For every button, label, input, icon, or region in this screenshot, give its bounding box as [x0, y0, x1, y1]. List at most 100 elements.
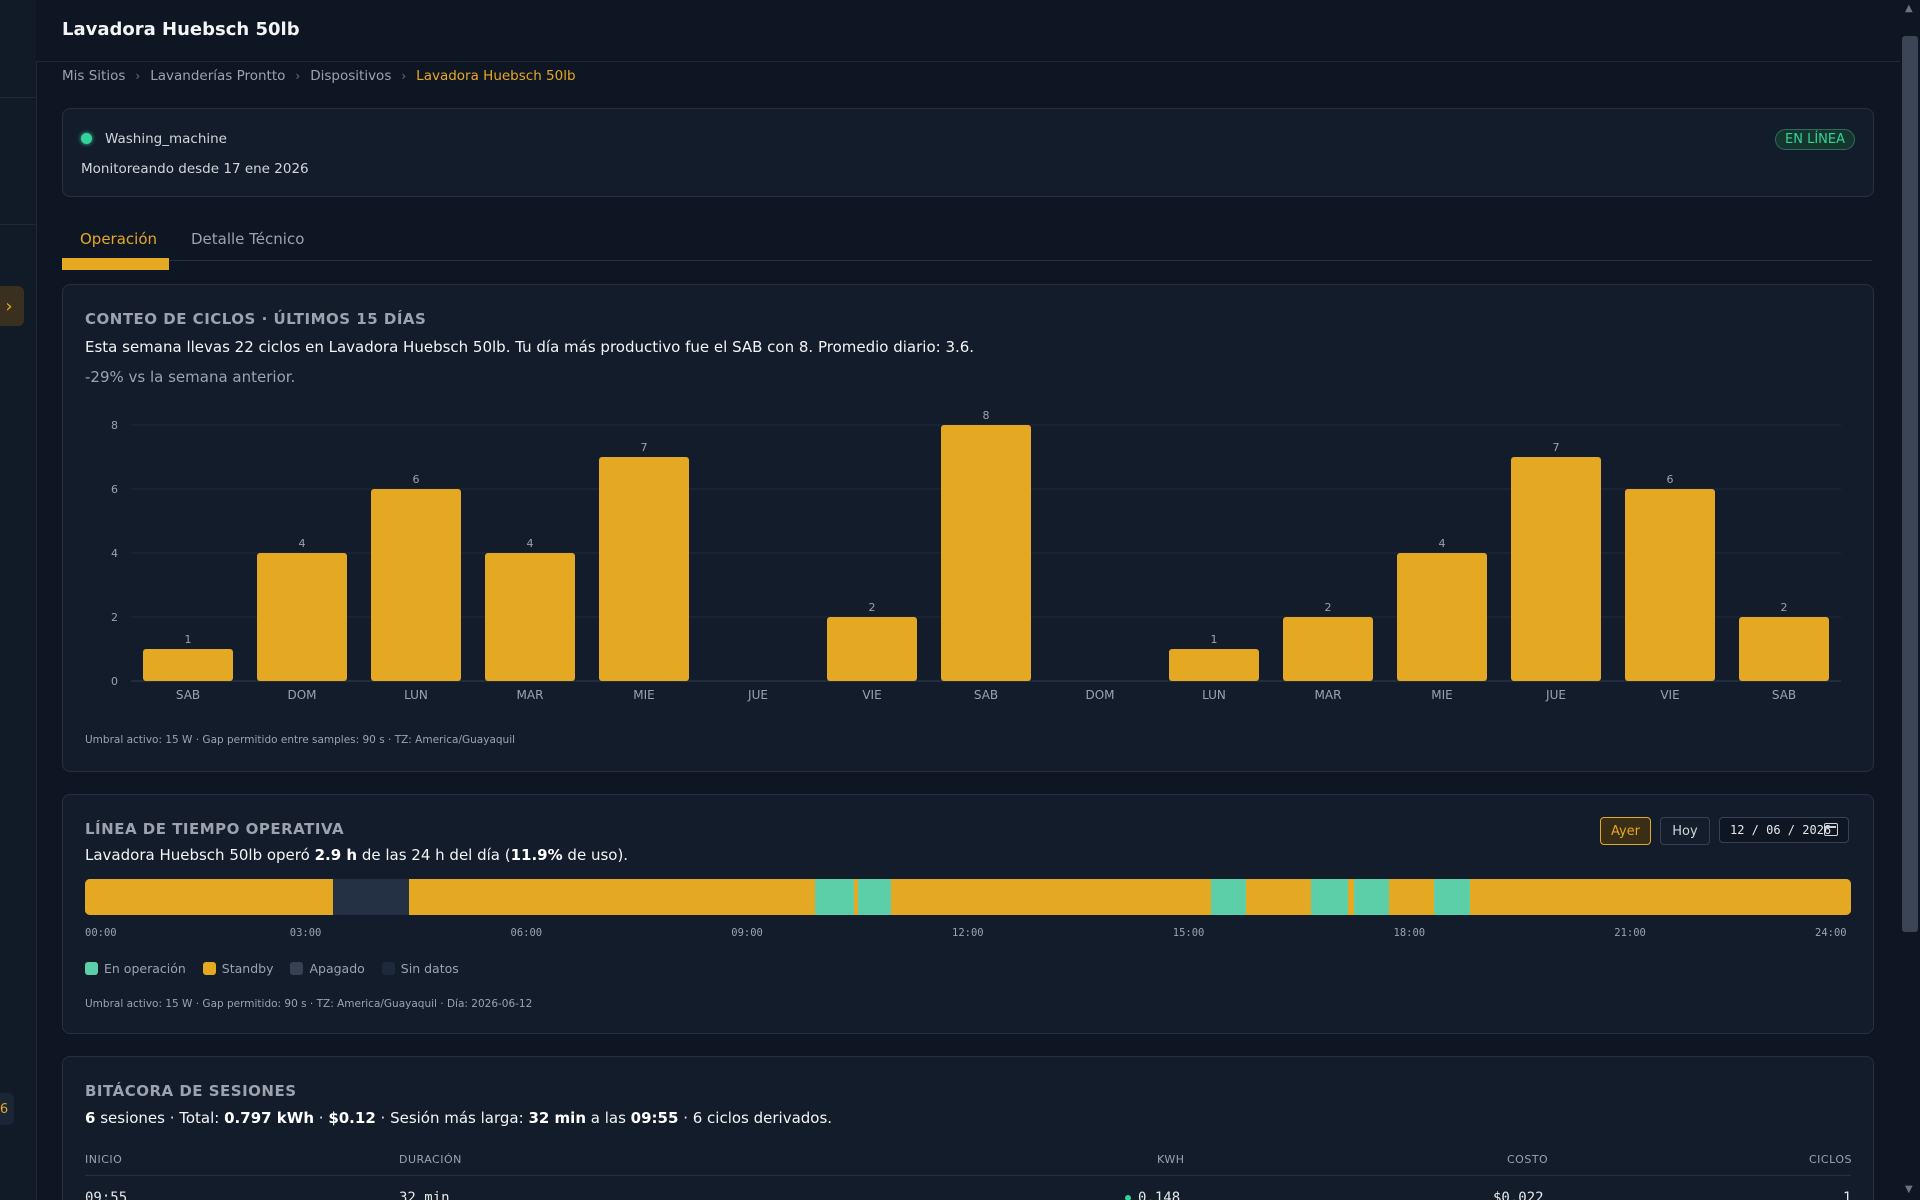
- yesterday-button[interactable]: Ayer: [1600, 817, 1651, 845]
- row-kwh: 0.148: [1125, 1190, 1180, 1200]
- page-scrollbar[interactable]: ▲ ▼: [1900, 0, 1920, 1200]
- column-header-cost[interactable]: COSTO: [1507, 1153, 1549, 1166]
- x-tick-label: MAR: [517, 688, 544, 702]
- date-value: 12 / 06 / 2026: [1730, 823, 1832, 837]
- y-tick-label: 4: [111, 547, 118, 560]
- bar-value-label: 2: [869, 601, 876, 614]
- chart-bar: [485, 553, 575, 681]
- legend-swatch: [381, 962, 395, 975]
- chevron-right-icon: ›: [401, 69, 407, 83]
- x-tick-label: MIE: [633, 688, 654, 702]
- legend-label: Sin datos: [400, 961, 459, 976]
- bar-value-label: 2: [1781, 601, 1788, 614]
- x-tick-label: LUN: [404, 688, 428, 702]
- timeline-tick-label: 09:00: [731, 927, 763, 939]
- x-tick-label: VIE: [862, 688, 881, 702]
- chart-bar: [1739, 617, 1829, 681]
- section-title: BITÁCORA DE SESIONES: [85, 1082, 297, 1100]
- total-kwh: 0.797 kWh: [224, 1109, 314, 1127]
- sidebar-badge[interactable]: 6: [0, 1093, 14, 1125]
- sidebar-divider: [0, 224, 36, 225]
- timeline-tick-label: 06:00: [510, 927, 543, 939]
- timeline-segment-operating: [1210, 879, 1247, 915]
- row-start: 09:55: [85, 1190, 128, 1200]
- timeline-segment-operating: [1354, 879, 1389, 915]
- breadcrumb-link-site[interactable]: Lavanderías Prontto: [150, 68, 286, 84]
- device-type: Washing_machine: [105, 131, 227, 147]
- y-tick-label: 6: [111, 483, 118, 496]
- breadcrumb-link-sites[interactable]: Mis Sitios: [62, 68, 126, 84]
- legend-label: Standby: [221, 961, 274, 976]
- legend-swatch: [202, 962, 216, 975]
- legend-swatch: [85, 962, 98, 975]
- timeline-tick-label: 24:00: [1815, 927, 1847, 939]
- chart-bar: [1397, 553, 1487, 681]
- section-title: CONTEO DE CICLOS · ÚLTIMOS 15 DÍAS: [85, 310, 427, 328]
- calendar-icon[interactable]: [1823, 823, 1838, 836]
- tab-operation[interactable]: Operación: [80, 230, 158, 248]
- status-dot-icon: [1125, 1195, 1131, 1200]
- x-tick-label: MIE: [1431, 688, 1452, 702]
- chart-footnote: Umbral activo: 15 W · Gap permitido entr…: [85, 734, 516, 746]
- x-tick-label: JUE: [1545, 688, 1566, 702]
- cycles-summary: Esta semana llevas 22 ciclos en Lavadora…: [85, 338, 975, 356]
- y-tick-label: 2: [111, 611, 118, 624]
- legend-item: Apagado: [290, 961, 365, 976]
- chart-bar: [1625, 489, 1715, 681]
- scrollbar-thumb[interactable]: [1902, 36, 1918, 932]
- tab-bar: Operación Detalle Técnico: [62, 222, 1872, 270]
- x-tick-label: DOM: [1085, 688, 1114, 702]
- summary-text: sesiones · Total:: [95, 1109, 225, 1127]
- scroll-down-icon[interactable]: ▼: [1905, 1184, 1913, 1195]
- date-picker-input[interactable]: 12 / 06 / 2026: [1719, 817, 1849, 843]
- cycle-bar-chart: 0 2 4 6 8 1 SAB 4 DOM 6 LUN 4 MAR 7 MIE JUE 2 VIE 8 SAB DOM 1…: [111, 409, 1841, 702]
- chevron-right-icon: ›: [135, 69, 141, 83]
- timeline-segment-off: [332, 879, 409, 915]
- online-status-dot: [81, 133, 92, 144]
- legend-item: En operación: [85, 961, 186, 976]
- legend-item: Sin datos: [381, 961, 459, 976]
- column-header-cycles[interactable]: CICLOS: [1809, 1153, 1852, 1166]
- chart-bar: [599, 457, 689, 681]
- chart-bar: [1283, 617, 1373, 681]
- usage-percent: 11.9%: [510, 846, 563, 864]
- chart-bar: [941, 425, 1031, 681]
- timeline-segment-standby: [1388, 879, 1435, 915]
- chevron-right-icon: ›: [5, 295, 13, 317]
- bar-value-label: 6: [413, 473, 420, 486]
- timeline-segment-operating: [814, 879, 854, 915]
- tab-technical-detail[interactable]: Detalle Técnico: [191, 230, 305, 248]
- bar-value-label: 8: [983, 409, 990, 422]
- legend-label: Apagado: [309, 961, 365, 976]
- x-tick-label: DOM: [287, 688, 316, 702]
- status-badge: EN LÍNEA: [1775, 129, 1855, 150]
- today-button[interactable]: Hoy: [1660, 817, 1710, 845]
- sidebar-expand-button[interactable]: ›: [0, 286, 24, 326]
- column-header-start[interactable]: INICIO: [85, 1153, 123, 1166]
- column-header-kwh[interactable]: KWH: [1157, 1153, 1185, 1166]
- scroll-up-icon[interactable]: ▲: [1905, 3, 1913, 14]
- page-title: Lavadora Huebsch 50lb: [62, 19, 300, 40]
- cycles-comparison: -29% vs la semana anterior.: [85, 368, 296, 386]
- breadcrumb-link-devices[interactable]: Dispositivos: [310, 68, 392, 84]
- column-header-duration[interactable]: DURACIÓN: [399, 1153, 462, 1166]
- row-cost: $0.022: [1493, 1190, 1544, 1200]
- chart-bar: [827, 617, 917, 681]
- x-tick-label: JUE: [747, 688, 768, 702]
- total-cost: $0.12: [328, 1109, 376, 1127]
- timeline-tick-label: 03:00: [289, 927, 322, 939]
- device-status-card: Washing_machine Monitoreando desde 17 en…: [62, 108, 1874, 197]
- x-tick-label: SAB: [176, 688, 200, 702]
- timeline-segment-standby: [85, 879, 333, 915]
- summary-text: a las: [586, 1109, 631, 1127]
- sidebar-divider: [0, 97, 36, 98]
- bar-value-label: 1: [1211, 633, 1218, 646]
- longest-session-time: 09:55: [630, 1109, 679, 1127]
- y-tick-label: 8: [111, 419, 118, 432]
- summary-text: de uso).: [562, 846, 629, 864]
- summary-text: de las 24 h del día (: [357, 846, 511, 864]
- timeline-tick-label: 12:00: [952, 927, 984, 939]
- bar-value-label: 4: [1439, 537, 1446, 550]
- row-duration: 32 min: [399, 1190, 450, 1200]
- longest-session: 32 min: [528, 1109, 586, 1127]
